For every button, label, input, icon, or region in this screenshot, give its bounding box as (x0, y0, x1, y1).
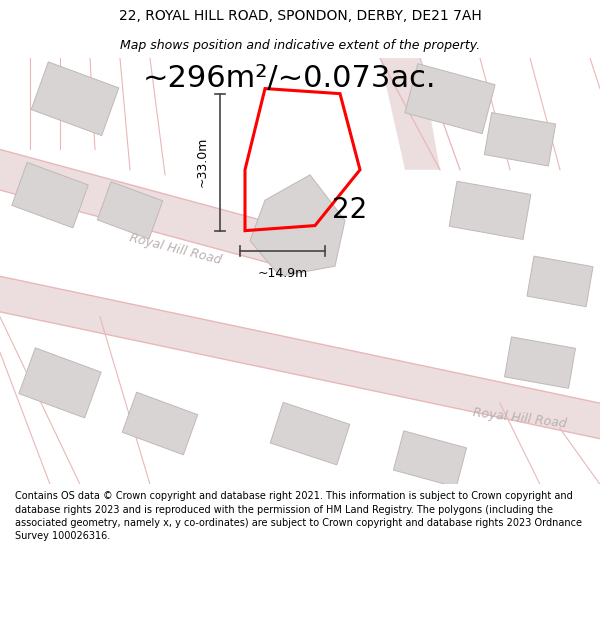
Text: Map shows position and indicative extent of the property.: Map shows position and indicative extent… (120, 39, 480, 52)
Text: ~33.0m: ~33.0m (196, 137, 209, 188)
Polygon shape (97, 182, 163, 239)
Polygon shape (505, 337, 575, 388)
Polygon shape (122, 392, 198, 455)
Text: 22, ROYAL HILL ROAD, SPONDON, DERBY, DE21 7AH: 22, ROYAL HILL ROAD, SPONDON, DERBY, DE2… (119, 9, 481, 23)
Polygon shape (394, 431, 467, 487)
Polygon shape (484, 112, 556, 166)
Polygon shape (380, 58, 440, 170)
Text: Royal Hill Road: Royal Hill Road (472, 406, 568, 431)
Polygon shape (31, 62, 119, 136)
Text: Royal Hill Road: Royal Hill Road (128, 231, 223, 267)
Polygon shape (12, 162, 88, 228)
Polygon shape (449, 181, 531, 239)
Polygon shape (270, 402, 350, 465)
Polygon shape (0, 149, 300, 271)
Text: Contains OS data © Crown copyright and database right 2021. This information is : Contains OS data © Crown copyright and d… (15, 491, 582, 541)
Polygon shape (527, 256, 593, 307)
Text: ~14.9m: ~14.9m (257, 267, 308, 280)
Text: 22: 22 (332, 196, 368, 224)
Polygon shape (0, 276, 600, 439)
Polygon shape (19, 348, 101, 418)
Text: ~296m²/~0.073ac.: ~296m²/~0.073ac. (143, 64, 437, 93)
Polygon shape (405, 64, 495, 134)
Polygon shape (250, 175, 345, 276)
